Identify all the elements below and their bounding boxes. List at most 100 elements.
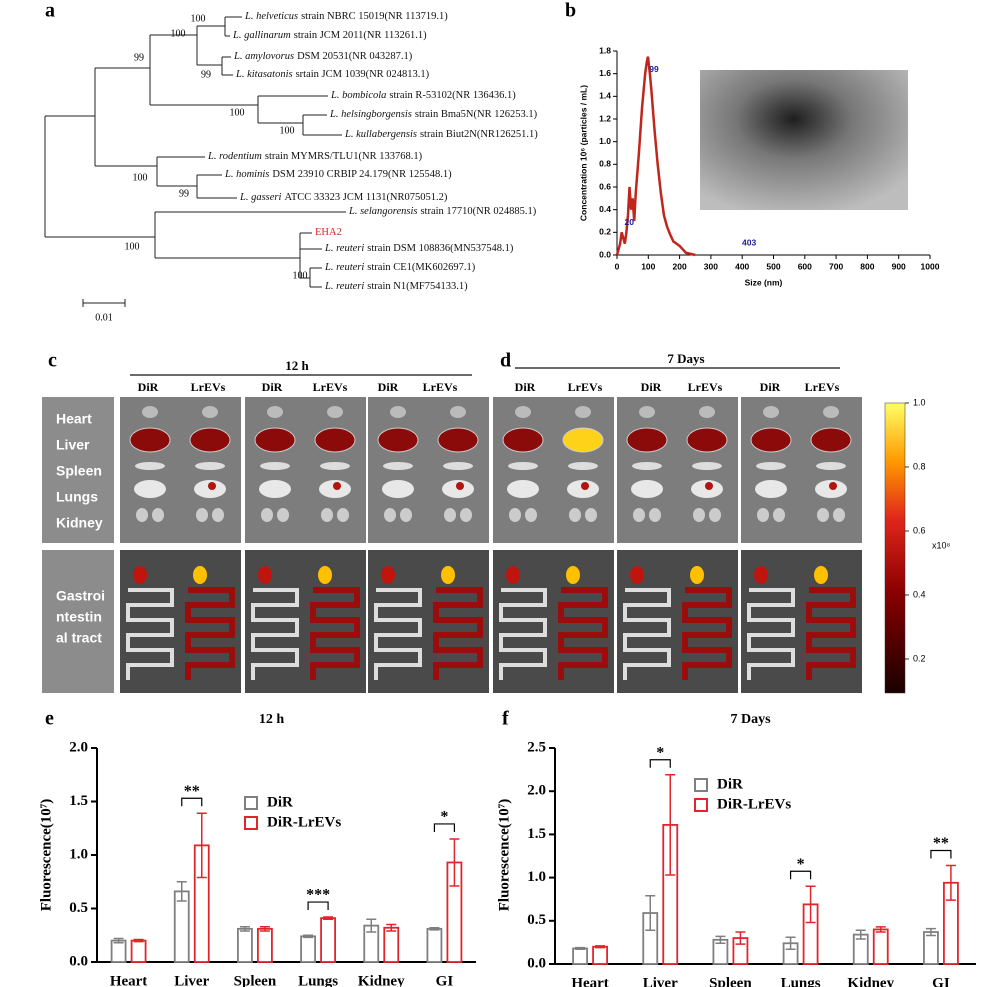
leaf-species: L. selangorensis: [348, 206, 417, 217]
organ-image: [493, 397, 614, 543]
organ-kidney: [152, 508, 164, 522]
y-axis-label: Concentration 10⁶ (particles / mL): [578, 85, 588, 221]
organ-heart: [142, 406, 158, 418]
organ-liver: [254, 427, 296, 453]
significance-bracket: [181, 797, 203, 807]
column-label: DiR: [138, 380, 159, 394]
x-tick-label: Heart: [571, 975, 608, 987]
legend-label: DiR: [717, 776, 743, 792]
organ-label: Heart: [56, 411, 92, 427]
bar: [320, 917, 336, 963]
legend-label: DiR-LrEVs: [717, 796, 791, 812]
y-tick-label: 2.5: [527, 739, 546, 755]
organ-spleen: [508, 462, 538, 470]
gi-tract: [623, 588, 671, 680]
x-tick-label: 100: [641, 261, 655, 271]
organ-signal: [208, 482, 216, 490]
organ-liver: [189, 427, 231, 453]
gi-tract: [126, 588, 174, 680]
organ-heart: [639, 406, 655, 418]
leaf-strain: strain CE1(MK602697.1): [367, 262, 475, 273]
y-tick-label: 0.5: [527, 912, 546, 928]
bootstrap-value: 100: [293, 270, 308, 281]
bar: [300, 935, 316, 963]
bar: [237, 927, 253, 963]
panel-letter: a: [45, 0, 55, 22]
leaf-label: L. reuteri strain N1(MF754133.1): [324, 281, 468, 292]
bootstrap-value: 100: [191, 13, 206, 24]
organ-liver: [750, 427, 792, 453]
organ-label-box: [42, 397, 114, 543]
error-bar: [133, 938, 144, 943]
bootstrap-value: 99: [201, 69, 211, 80]
organ-lungs: [259, 480, 291, 498]
significance-bracket: [789, 870, 812, 880]
leaf-strain: strain R-53102(NR 136436.1): [389, 90, 516, 101]
legend-swatch: [244, 796, 258, 810]
x-tick-label: GI: [436, 973, 454, 987]
y-tick-label: 1.4: [599, 91, 611, 101]
y-tick-label: 0.0: [599, 249, 611, 259]
leaf-species: L. kitasatonis: [235, 69, 293, 80]
gi-label: ntestin: [56, 609, 102, 625]
error-bar: [386, 923, 397, 932]
organ-heart: [575, 406, 591, 418]
organ-liver: [686, 427, 728, 453]
error-bar: [645, 894, 656, 932]
error-bar: [875, 926, 886, 933]
organ-kidney: [649, 508, 661, 522]
organ-kidney: [277, 508, 289, 522]
x-tick-label: 300: [704, 261, 718, 271]
gi-label: Gastroi: [56, 588, 105, 604]
bar: [872, 928, 889, 965]
organ-heart: [202, 406, 218, 418]
gi-tract: [682, 587, 732, 680]
organ-label: Spleen: [56, 463, 102, 479]
organ-kidney: [509, 508, 521, 522]
organ-signal: [333, 482, 341, 490]
x-tick-label: 0: [615, 261, 620, 271]
organ-kidney: [384, 508, 396, 522]
organ-kidney: [196, 508, 208, 522]
legend-label: DiR-LrEVs: [267, 814, 341, 830]
column-label: DiR: [760, 380, 781, 394]
leaf-label: L. selangorensis strain 17710(NR 024885.1…: [348, 206, 537, 217]
error-bar: [925, 927, 936, 937]
organ-spleen: [443, 462, 473, 470]
organ-kidney: [337, 508, 349, 522]
error-bar: [449, 838, 460, 887]
leaf-species: L. bombicola: [330, 90, 386, 101]
error-bar: [945, 864, 956, 901]
x-tick-label: Spleen: [709, 975, 752, 987]
stomach: [630, 566, 644, 584]
x-axis-label: Size (nm): [745, 277, 783, 287]
organ-kidney: [569, 508, 581, 522]
stomach: [506, 566, 520, 584]
leaf-label: L. gallinarum strain JCM 2011(NR 113261.1…: [232, 30, 427, 41]
leaf-label: L. gasseri ATCC 33323 JCM 1131(NR075051.2…: [239, 192, 448, 203]
colorbar: [884, 402, 906, 694]
bootstrap-value: 100: [280, 125, 295, 136]
x-tick-label: Lungs: [298, 973, 338, 987]
leaf-species: L. gasseri: [239, 192, 282, 203]
organ-liver: [377, 427, 419, 453]
gi-tract: [251, 588, 299, 680]
column-label: DiR: [378, 380, 399, 394]
y-tick-label: 1.0: [69, 846, 88, 862]
leaf-species: L. amylovorus: [233, 51, 294, 62]
x-tick-label: Spleen: [234, 973, 277, 987]
column-label: LrEVs: [423, 380, 458, 394]
size-distribution: [615, 56, 696, 257]
organ-label: Liver: [56, 437, 90, 453]
bootstrap-value: 100: [133, 172, 148, 183]
organ-lungs: [507, 480, 539, 498]
organ-kidney: [773, 508, 785, 522]
y-axis-label: Fluorescence(10⁷): [38, 799, 54, 912]
bootstrap-value: 100: [171, 28, 186, 39]
leaf-strain: strain MYMRS/TLU1(NR 133768.1): [265, 151, 423, 162]
leaf-strain: srtain JCM 1039(NR 024813.1): [296, 69, 430, 80]
bar: [383, 926, 400, 963]
gi-tract: [310, 587, 360, 680]
organ-kidney: [709, 508, 721, 522]
leaf-strain: strain N1(MF754133.1): [367, 281, 468, 292]
